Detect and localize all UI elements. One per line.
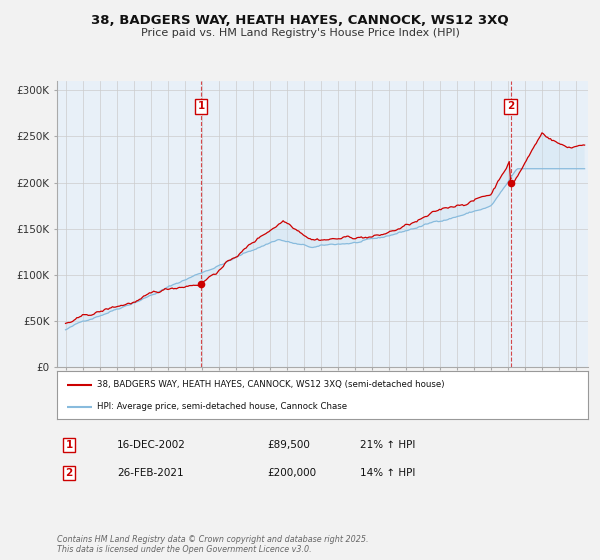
Text: 38, BADGERS WAY, HEATH HAYES, CANNOCK, WS12 3XQ (semi-detached house): 38, BADGERS WAY, HEATH HAYES, CANNOCK, W… [97,380,445,389]
Text: 2: 2 [507,101,514,111]
Text: Contains HM Land Registry data © Crown copyright and database right 2025.
This d: Contains HM Land Registry data © Crown c… [57,535,368,554]
Text: £200,000: £200,000 [267,468,316,478]
Text: 1: 1 [65,440,73,450]
Text: 21% ↑ HPI: 21% ↑ HPI [360,440,415,450]
Text: 38, BADGERS WAY, HEATH HAYES, CANNOCK, WS12 3XQ: 38, BADGERS WAY, HEATH HAYES, CANNOCK, W… [91,14,509,27]
Text: 2: 2 [65,468,73,478]
Text: Price paid vs. HM Land Registry's House Price Index (HPI): Price paid vs. HM Land Registry's House … [140,28,460,38]
Text: 16-DEC-2002: 16-DEC-2002 [117,440,186,450]
Text: 1: 1 [197,101,205,111]
Text: £89,500: £89,500 [267,440,310,450]
Text: 14% ↑ HPI: 14% ↑ HPI [360,468,415,478]
Text: 26-FEB-2021: 26-FEB-2021 [117,468,184,478]
Text: HPI: Average price, semi-detached house, Cannock Chase: HPI: Average price, semi-detached house,… [97,403,347,412]
